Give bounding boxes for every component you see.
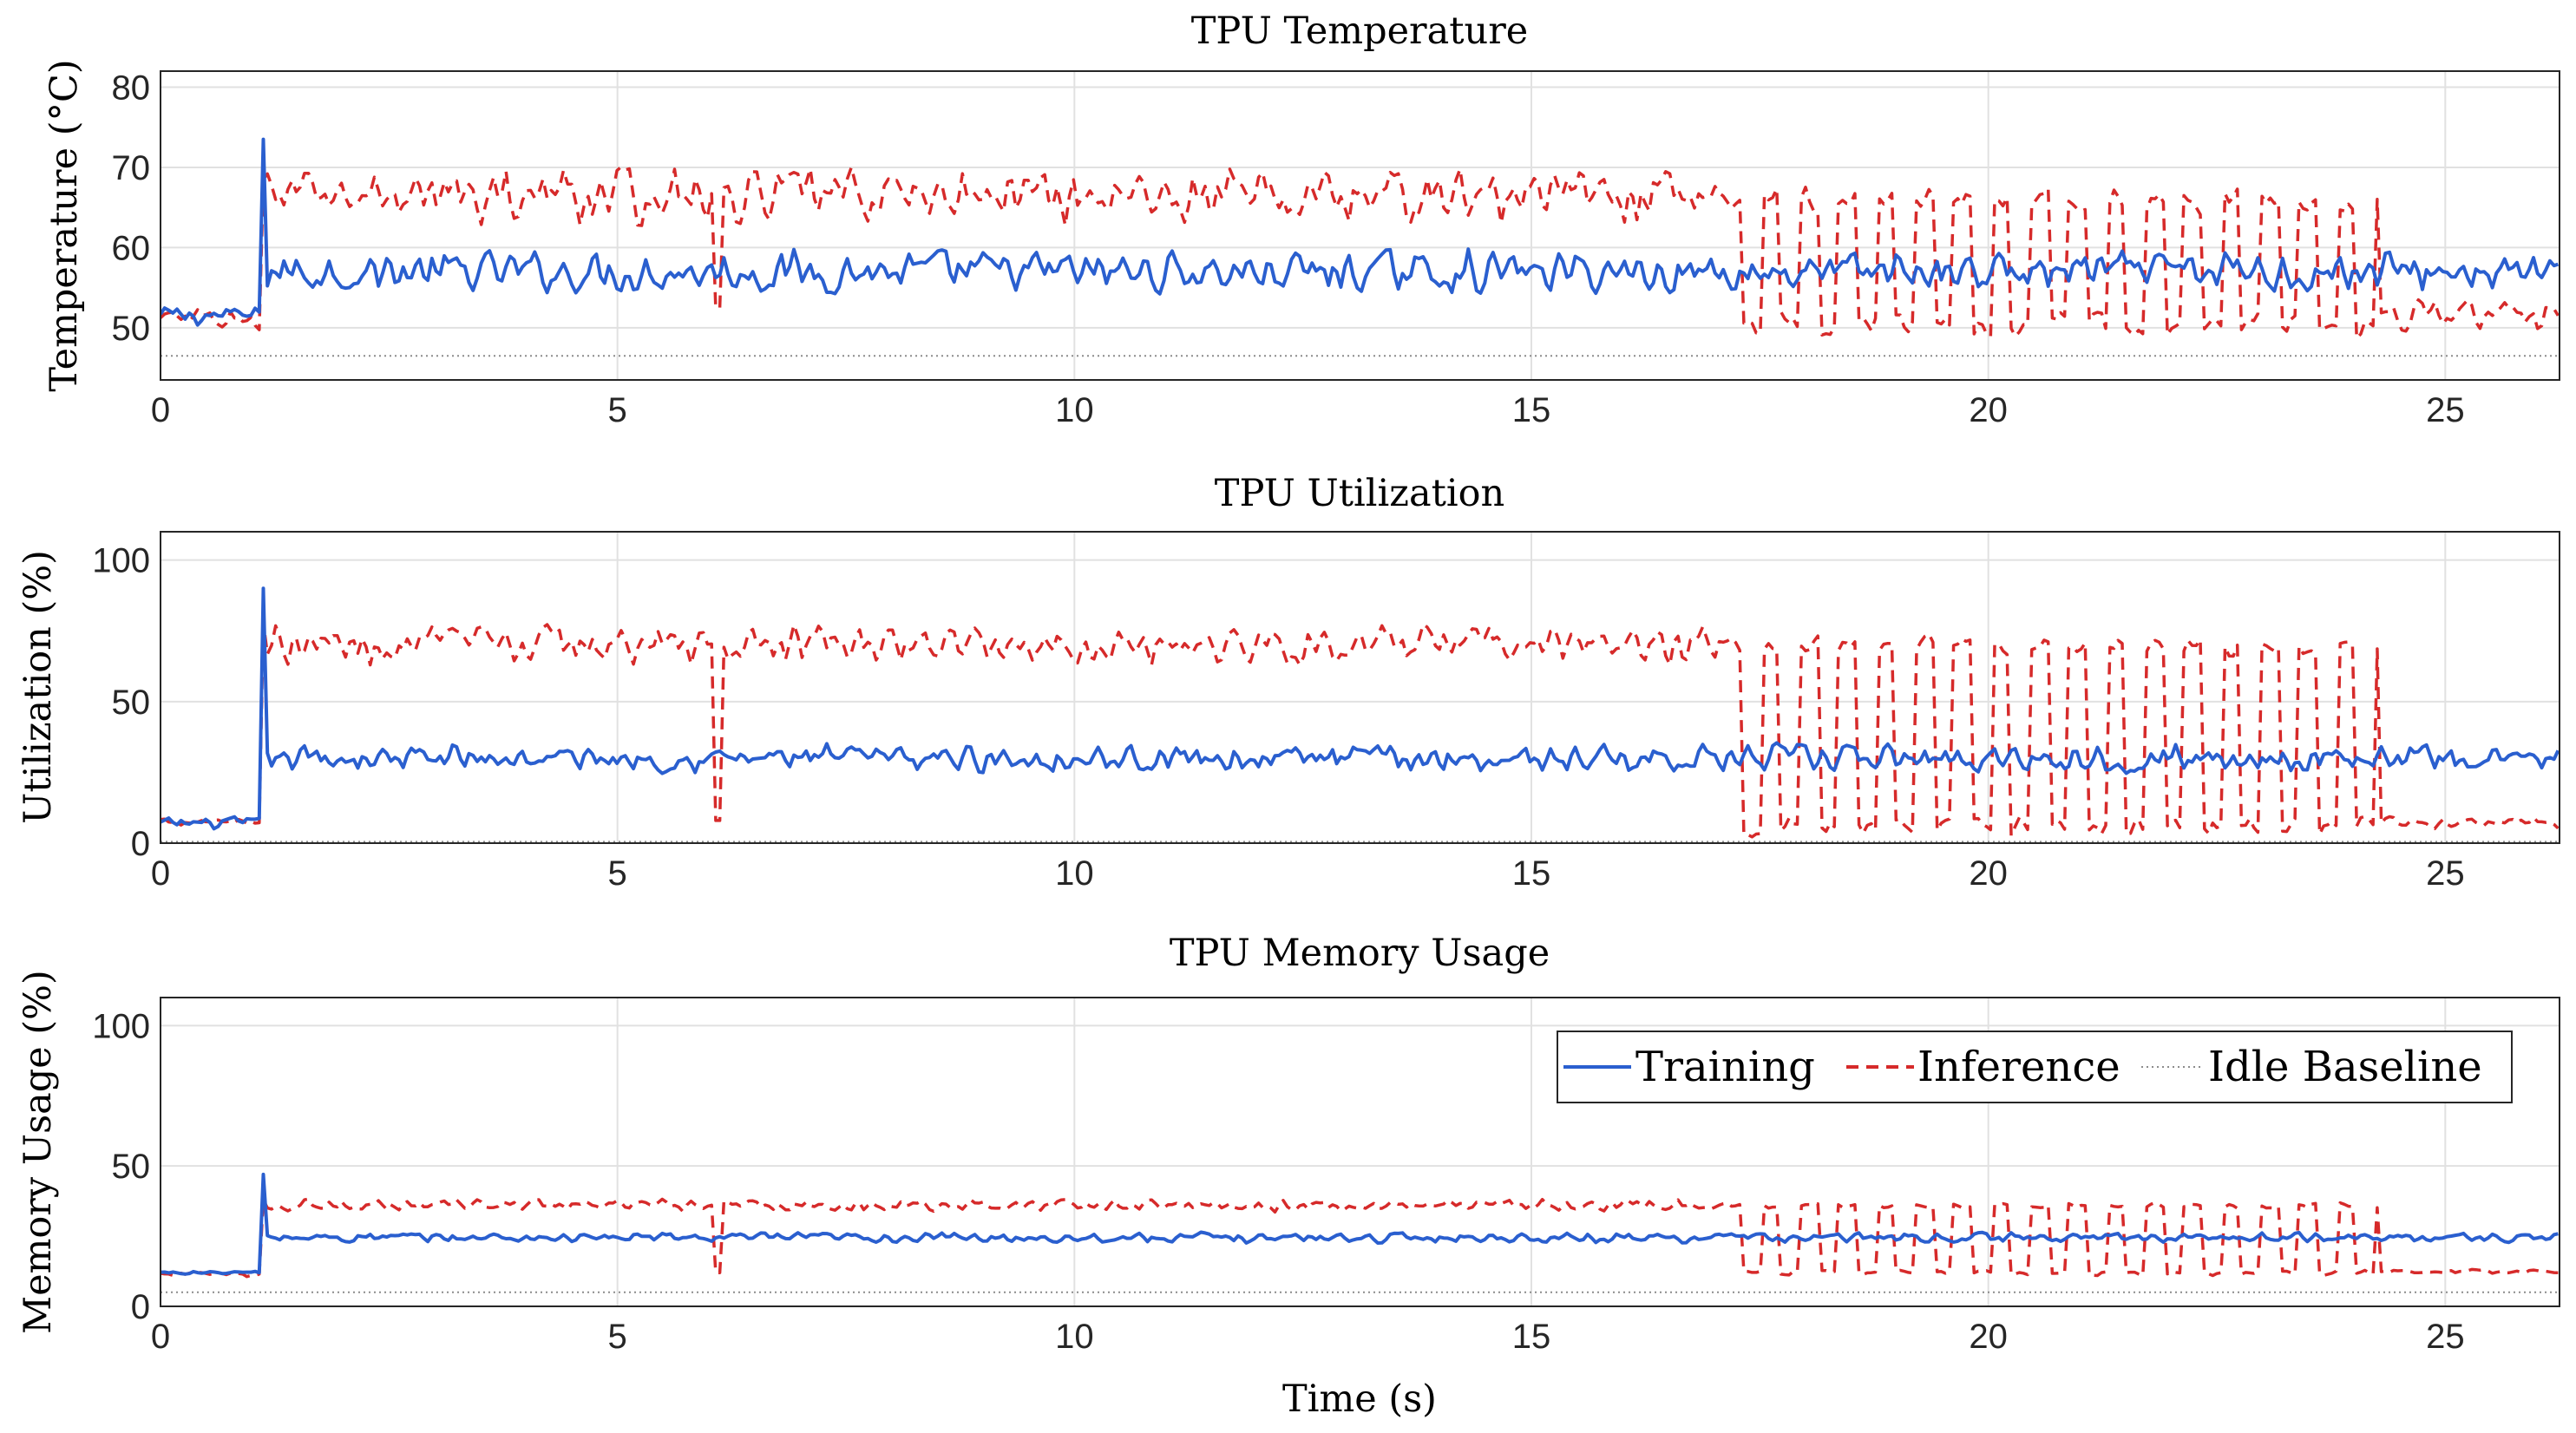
temperature-panel: 0 5 10 15 20 25 50 60 70 80 TPU Temperature Tempe…: [43, 10, 2560, 429]
memory-xtick-label: 25: [2426, 1318, 2465, 1356]
memory-xtick-label: 15: [1512, 1318, 1551, 1356]
temperature-xtick-label: 15: [1512, 391, 1551, 429]
legend-training-label: Training: [1635, 1043, 1815, 1091]
memory-xtick-label: 0: [151, 1318, 170, 1356]
utilization-title: TPU Utilization: [1215, 472, 1504, 515]
utilization-plot-area: [161, 532, 2560, 843]
memory-series: [161, 1172, 2559, 1293]
legend-box: [1557, 1031, 2513, 1103]
temperature-ytick-label: 60: [112, 229, 151, 267]
temperature-grid: [160, 71, 2560, 380]
legend-inference-label: Inference: [1917, 1043, 2120, 1091]
utilization-ylabel: Utilization (%): [16, 550, 60, 824]
temperature-ylabel: Temperature (°C): [43, 59, 86, 391]
utilization-xtick-label: 15: [1512, 854, 1551, 893]
utilization-xtick-label: 20: [1969, 854, 2008, 893]
legend: Training Inference Idle Baseline: [1557, 1031, 2513, 1103]
memory-training-line: [161, 1172, 2559, 1276]
temperature-axes-box: [160, 70, 2560, 381]
memory-ylabel: Memory Usage (%): [16, 970, 60, 1334]
memory-xtick-label: 5: [608, 1318, 627, 1356]
legend-idle-label: Idle Baseline: [2208, 1043, 2482, 1091]
utilization-xtick-label: 0: [151, 854, 170, 893]
memory-inference-line: [161, 1197, 2559, 1279]
memory-xtick-label: 10: [1055, 1318, 1094, 1356]
memory-tick-labels: 0 5 10 15 20 25 0 50 100: [92, 1007, 2464, 1356]
memory-panel: 0 5 10 15 20 25 0 50 100 TPU Memory Usage Memory…: [16, 932, 2560, 1356]
temperature-ytick-label: 50: [112, 310, 151, 348]
memory-ytick-label: 100: [92, 1007, 150, 1045]
utilization-xtick-label: 25: [2426, 854, 2465, 893]
temperature-training-line: [161, 137, 2560, 327]
temperature-xtick-label: 20: [1969, 391, 2008, 429]
utilization-ytick-label: 0: [131, 825, 150, 863]
temperature-plot-area: [161, 71, 2560, 380]
temperature-tick-labels: 0 5 10 15 20 25 50 60 70 80: [112, 69, 2465, 429]
utilization-xtick-label: 5: [608, 854, 627, 893]
utilization-ytick-label: 50: [112, 684, 151, 722]
utilization-tick-labels: 0 5 10 15 20 25 0 50 100: [92, 542, 2464, 893]
temperature-xtick-label: 5: [608, 391, 627, 429]
x-axis-label: Time (s): [1282, 1377, 1437, 1421]
memory-ytick-label: 0: [131, 1288, 150, 1326]
temperature-ytick-label: 70: [112, 149, 151, 187]
utilization-ytick-label: 100: [92, 542, 150, 580]
memory-xtick-label: 20: [1969, 1318, 2008, 1356]
temperature-xtick-label: 25: [2426, 391, 2465, 429]
temperature-title: TPU Temperature: [1191, 10, 1528, 53]
memory-axes-box: [160, 997, 2560, 1307]
utilization-panel: 0 5 10 15 20 25 0 50 100 TPU Utilization Utiliza…: [16, 472, 2560, 893]
utilization-axes-box: [160, 531, 2560, 844]
temperature-ytick-label: 80: [112, 69, 151, 107]
memory-title: TPU Memory Usage: [1170, 932, 1550, 975]
memory-ytick-label: 50: [112, 1148, 151, 1186]
utilization-inference-line: [161, 620, 2560, 839]
utilization-series: [161, 586, 2560, 843]
temperature-series: [161, 137, 2560, 357]
utilization-training-line: [161, 586, 2560, 831]
temperature-xtick-label: 10: [1055, 391, 1094, 429]
temperature-xtick-label: 0: [151, 391, 170, 429]
utilization-xtick-label: 10: [1055, 854, 1094, 893]
